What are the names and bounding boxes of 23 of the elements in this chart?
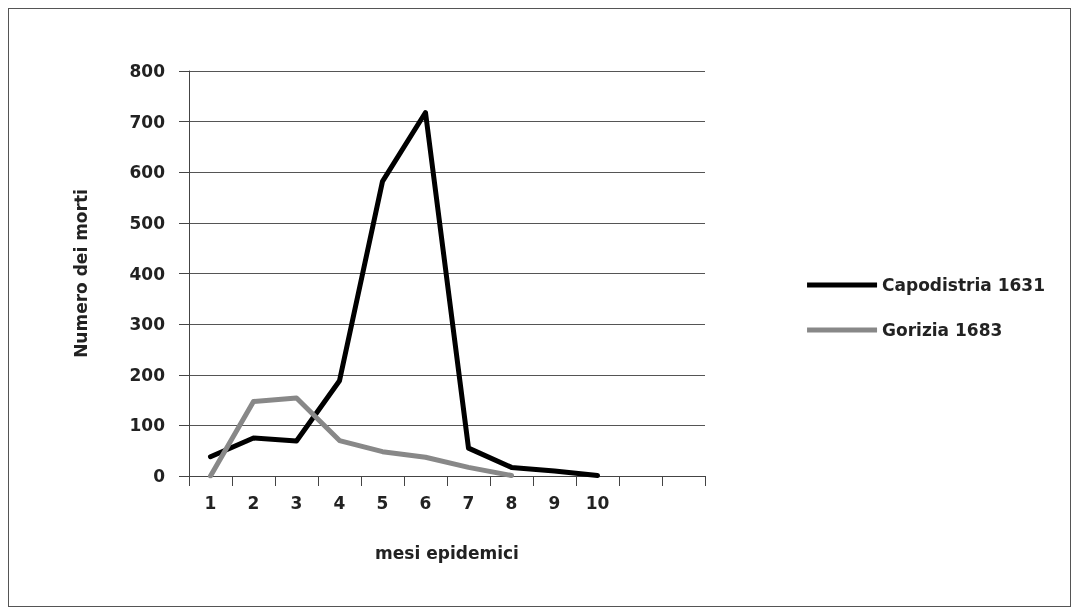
- y-tick-label: 300: [129, 314, 166, 335]
- x-tick-label: 8: [505, 492, 518, 513]
- x-tick-label: 2: [247, 492, 260, 513]
- x-tick-label: 9: [548, 492, 561, 513]
- y-tick-label: 200: [129, 364, 166, 385]
- x-tick-label: 10: [585, 492, 610, 513]
- y-tick-label: 600: [129, 162, 166, 183]
- legend-label: Gorizia 1683: [882, 320, 1003, 340]
- y-tick-label: 700: [129, 111, 166, 132]
- y-tick-label: 100: [129, 415, 166, 436]
- x-tick-label: 6: [419, 492, 432, 513]
- x-tick-label: 5: [376, 492, 389, 513]
- y-tick-label: 500: [129, 212, 166, 233]
- x-tick-label: 1: [204, 492, 217, 513]
- legend-label: Capodistria 1631: [882, 275, 1045, 295]
- y-axis-title: Numero dei morti: [70, 189, 91, 358]
- y-tick-label: 800: [129, 61, 166, 81]
- x-tick-label: 4: [333, 492, 346, 513]
- x-tick-label: 3: [290, 492, 303, 513]
- y-tick-label: 400: [129, 263, 166, 284]
- x-tick-label: 7: [462, 492, 475, 513]
- x-axis-title: mesi epidemici: [375, 542, 519, 563]
- y-tick-label: 0: [153, 466, 166, 486]
